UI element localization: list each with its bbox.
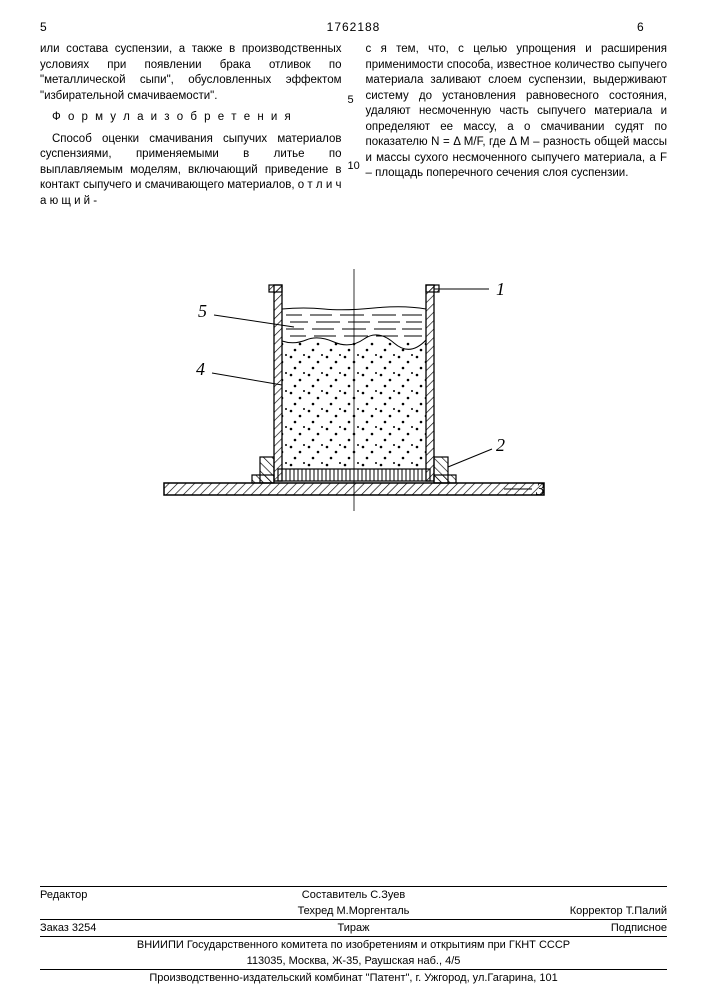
- footer-corrector: Корректор Т.Палий: [458, 905, 667, 917]
- left-p1: или состава суспензии, а также в произво…: [40, 42, 342, 104]
- text-columns: или состава суспензии, а также в произво…: [40, 42, 667, 215]
- footer-techred: Техред М.Моргенталь: [249, 905, 458, 917]
- figure-svg: 1 2 3 4 5: [144, 245, 564, 525]
- footer-publisher: Производственно-издательский комбинат "П…: [40, 970, 667, 986]
- footer-compiler: Составитель С.Зуев: [249, 889, 458, 901]
- left-page-number: 5: [40, 20, 70, 34]
- figure-wrap: 1 2 3 4 5: [40, 245, 667, 525]
- formula-title: Ф о р м у л а и з о б р е т е н и я: [40, 110, 342, 126]
- page: 5 1762188 6 5 10 или состава суспензии, …: [0, 0, 707, 1000]
- line-marker-10: 10: [348, 160, 360, 172]
- right-p1: с я тем, что, с целью упрощения и расшир…: [366, 42, 668, 182]
- label-3: 3: [535, 479, 545, 499]
- label-1: 1: [496, 279, 505, 299]
- label-4: 4: [196, 359, 205, 379]
- footer-org: ВНИИПИ Государственного комитета по изоб…: [40, 937, 667, 953]
- label-5: 5: [198, 301, 207, 321]
- footer-address: 113035, Москва, Ж-35, Раушская наб., 4/5: [40, 953, 667, 969]
- page-header: 5 1762188 6: [40, 20, 667, 34]
- footer-order: Заказ 3254: [40, 922, 249, 934]
- document-number: 1762188: [327, 20, 381, 34]
- right-column: с я тем, что, с целью упрощения и расшир…: [366, 42, 668, 215]
- left-column: или состава суспензии, а также в произво…: [40, 42, 342, 215]
- line-marker-5: 5: [348, 94, 354, 106]
- footer-sign: Подписное: [458, 922, 667, 934]
- right-page-number: 6: [637, 20, 667, 34]
- footer-editor: Редактор: [40, 889, 249, 901]
- left-p2: Способ оценки смачивания сыпучих материа…: [40, 132, 342, 210]
- footer: Редактор Составитель С.Зуев Техред М.Мор…: [40, 886, 667, 986]
- footer-tirazh: Тираж: [249, 922, 458, 934]
- label-2: 2: [496, 435, 505, 455]
